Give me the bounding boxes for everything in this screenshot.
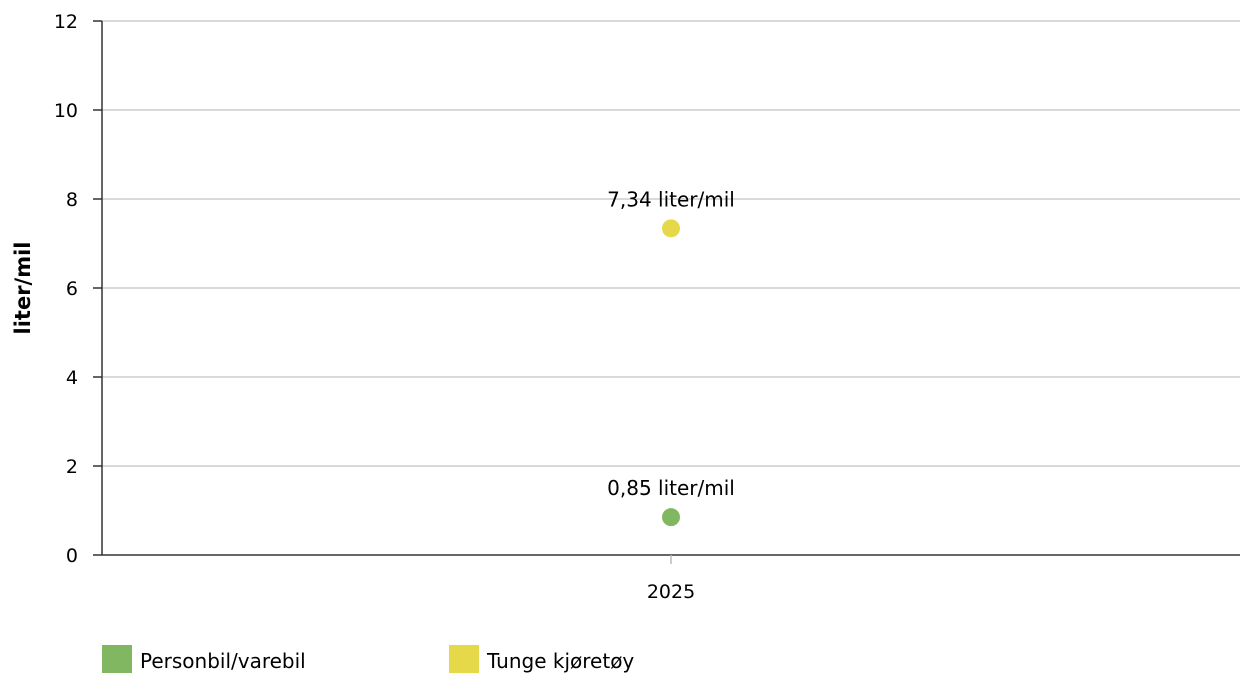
data-label: 0,85 liter/mil (607, 476, 735, 500)
y-tick-label: 10 (54, 100, 78, 122)
y-tick-label: 2 (66, 456, 78, 478)
marks-layer: 0,85 liter/mil 7,34 liter/mil (607, 187, 735, 527)
legend-swatch (102, 645, 132, 673)
y-tick-label: 8 (66, 189, 78, 211)
y-tick-label: 12 (54, 11, 78, 33)
y-axis-title: liter/mil (11, 242, 35, 335)
legend: Personbil/varebil Tunge kjøretøy (102, 645, 634, 673)
legend-label: Tunge kjøretøy (486, 649, 634, 673)
data-point (662, 219, 680, 238)
data-point (662, 508, 680, 527)
grid-layer (102, 20, 1240, 467)
axis-layer: 0 2 4 6 8 10 12 2025 (54, 11, 1240, 603)
y-tick-label: 4 (66, 367, 78, 389)
y-tick-label: 0 (66, 545, 78, 567)
legend-swatch (449, 645, 479, 673)
legend-label: Personbil/varebil (140, 649, 306, 673)
data-label: 7,34 liter/mil (607, 187, 735, 211)
x-tick-label: 2025 (647, 581, 695, 603)
y-tick-label: 6 (66, 278, 78, 300)
